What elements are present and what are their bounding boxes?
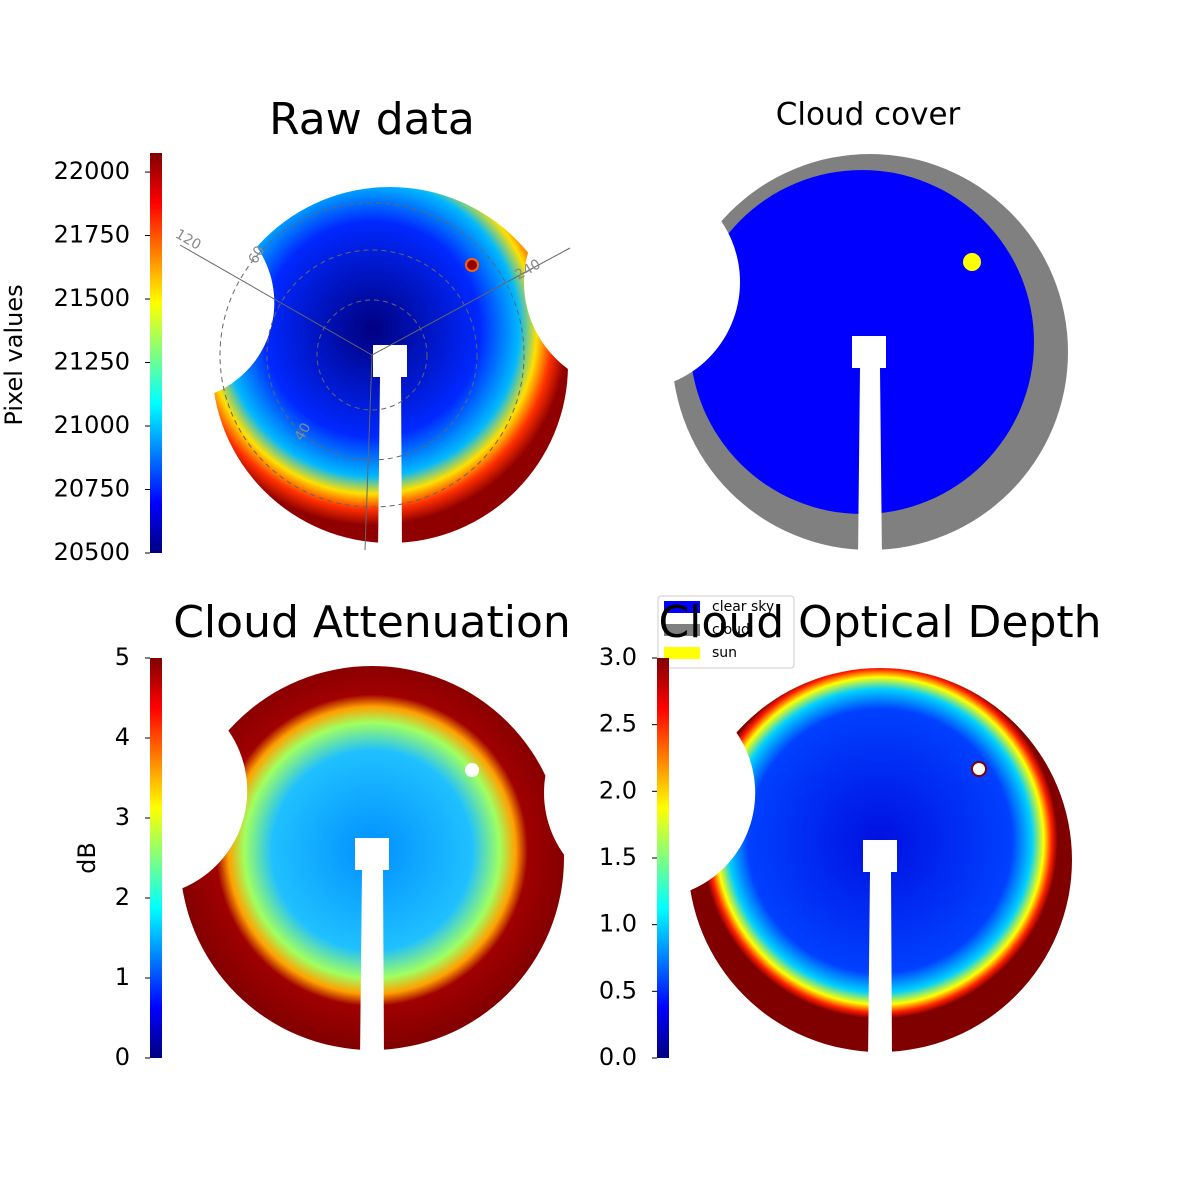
sun-mark xyxy=(963,253,981,271)
colorbar-label: dB xyxy=(73,842,101,874)
polar-ring xyxy=(219,202,525,508)
colorbar: 0 1 2 3 4 5 dB xyxy=(73,643,162,1071)
polar-spoke xyxy=(179,244,373,356)
polar-label: 40 xyxy=(292,420,315,443)
legend-swatch xyxy=(664,647,700,659)
horizon-mask xyxy=(524,174,740,390)
colorbar-gradient xyxy=(150,153,162,553)
mast-mask xyxy=(355,838,389,1060)
panel-title: Cloud Optical Depth xyxy=(658,597,1101,648)
colorbar-tick-label: 3 xyxy=(115,803,130,831)
panel-title: Cloud Attenuation xyxy=(173,597,571,648)
panel-title: Cloud cover xyxy=(776,97,961,133)
colorbar-tick-label: 0.0 xyxy=(599,1043,637,1071)
panel-title: Raw data xyxy=(269,94,475,145)
horizon-mask xyxy=(544,687,756,899)
polar-label: 60 xyxy=(246,243,269,266)
colorbar: 20500 20750 21000 21250 21500 21750 22000 Pixel… xyxy=(0,153,162,566)
sun-mark xyxy=(465,258,479,272)
legend-label: clear sky xyxy=(712,599,774,615)
legend: clear sky cloud sun xyxy=(657,595,795,669)
colorbar-tick-label: 5 xyxy=(115,643,130,671)
colorbar-tick-label: 2.5 xyxy=(599,710,637,738)
legend-label: cloud xyxy=(712,622,750,638)
polar-ring xyxy=(266,249,478,461)
colorbar-tick-label: 21500 xyxy=(54,284,130,312)
mast-mask xyxy=(373,345,407,553)
sun-mark xyxy=(971,761,987,777)
colorbar-tick-label: 1 xyxy=(115,963,130,991)
polar-overlay xyxy=(179,202,571,551)
legend-swatch xyxy=(664,624,700,636)
mast-mask xyxy=(863,840,897,1062)
colorbar-gradient xyxy=(150,658,162,1058)
colorbar-tick-label: 1.0 xyxy=(599,910,637,938)
colorbar-tick-label: 21250 xyxy=(54,348,130,376)
polar-spoke xyxy=(364,354,373,551)
sky-images xyxy=(36,154,1072,1062)
colorbar-tick-label: 22000 xyxy=(54,157,130,185)
colorbar-tick-label: 2.0 xyxy=(599,776,637,804)
colorbar-tick-label: 20750 xyxy=(54,475,130,503)
polar-ring xyxy=(316,299,428,411)
colorbar: 0.0 0.5 1.0 1.5 2.0 2.5 3.0 xyxy=(599,643,669,1071)
colorbar-tick-label: 21750 xyxy=(54,221,130,249)
colorbar-tick-label: 2 xyxy=(115,883,130,911)
colorbar-tick-label: 1.5 xyxy=(599,843,637,871)
legend-swatch xyxy=(664,601,700,613)
colorbar-tick-label: 3.0 xyxy=(599,643,637,671)
sun-mark xyxy=(465,763,479,777)
horizon-mask xyxy=(78,204,275,401)
colorbar-label: Pixel values xyxy=(0,284,28,425)
colorbar-tick-label: 0 xyxy=(115,1043,130,1071)
polar-spoke xyxy=(371,247,571,356)
colorbar-gradient xyxy=(657,658,669,1058)
colorbar-tick-label: 0.5 xyxy=(599,976,637,1004)
colorbar-tick-label: 21000 xyxy=(54,411,130,439)
mast-mask xyxy=(852,336,886,560)
colorbar-tick-label: 4 xyxy=(115,723,130,751)
legend-label: sun xyxy=(712,645,737,661)
horizon-mask xyxy=(36,685,248,897)
colorbar-tick-label: 20500 xyxy=(54,538,130,566)
